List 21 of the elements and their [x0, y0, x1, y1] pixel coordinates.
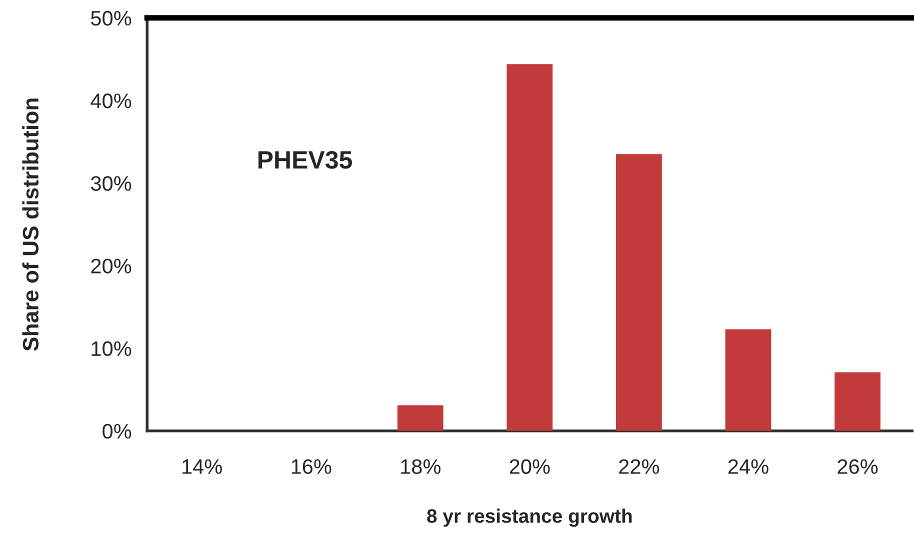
bar: [506, 64, 553, 431]
y-axis-title: Share of US distribution: [22, 98, 39, 351]
x-tick-label: 14%: [182, 459, 222, 474]
bar: [725, 329, 772, 431]
y-tick-label: 20%: [91, 258, 132, 274]
bar: [834, 372, 880, 431]
y-tick-label: 50%: [91, 10, 132, 26]
x-axis-title: 8 yr resistance growth: [427, 508, 632, 527]
bar: [397, 405, 444, 431]
x-tick-label: 24%: [728, 459, 768, 474]
x-tick-label: 16%: [292, 459, 332, 474]
x-tick-label: 22%: [619, 459, 660, 474]
x-tick-label: 20%: [510, 459, 550, 474]
x-tick-label: 26%: [838, 459, 878, 474]
x-tick-label: 18%: [401, 459, 440, 474]
y-tick-label: 30%: [90, 176, 132, 191]
y-tick-label: 0%: [102, 424, 132, 439]
annotation: PHEV35: [258, 151, 352, 169]
y-tick-label: 40%: [90, 93, 132, 108]
y-tick-label: 10%: [92, 341, 132, 356]
bar: [616, 154, 662, 431]
